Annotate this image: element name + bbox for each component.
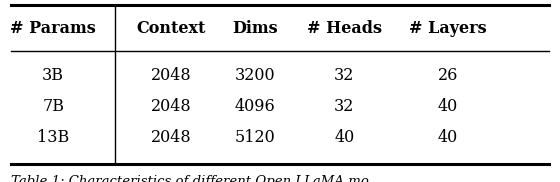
Text: Context: Context <box>136 20 206 37</box>
Text: 40: 40 <box>334 129 354 146</box>
Text: 2048: 2048 <box>151 67 191 84</box>
Text: 32: 32 <box>334 67 354 84</box>
Text: 2048: 2048 <box>151 98 191 115</box>
Text: 4096: 4096 <box>235 98 275 115</box>
Text: Dims: Dims <box>232 20 278 37</box>
Text: 2048: 2048 <box>151 129 191 146</box>
Text: 3B: 3B <box>42 67 64 84</box>
Text: 32: 32 <box>334 98 354 115</box>
Text: # Params: # Params <box>10 20 96 37</box>
Text: 3200: 3200 <box>235 67 275 84</box>
Text: 7B: 7B <box>42 98 64 115</box>
Text: # Heads: # Heads <box>307 20 382 37</box>
Text: 5120: 5120 <box>235 129 275 146</box>
Text: 26: 26 <box>438 67 458 84</box>
Text: Table 1: Characteristics of different Open LLaMA mo: Table 1: Characteristics of different Op… <box>11 175 369 182</box>
Text: # Layers: # Layers <box>409 20 487 37</box>
Text: 40: 40 <box>438 129 458 146</box>
Text: 40: 40 <box>438 98 458 115</box>
Text: 13B: 13B <box>37 129 69 146</box>
